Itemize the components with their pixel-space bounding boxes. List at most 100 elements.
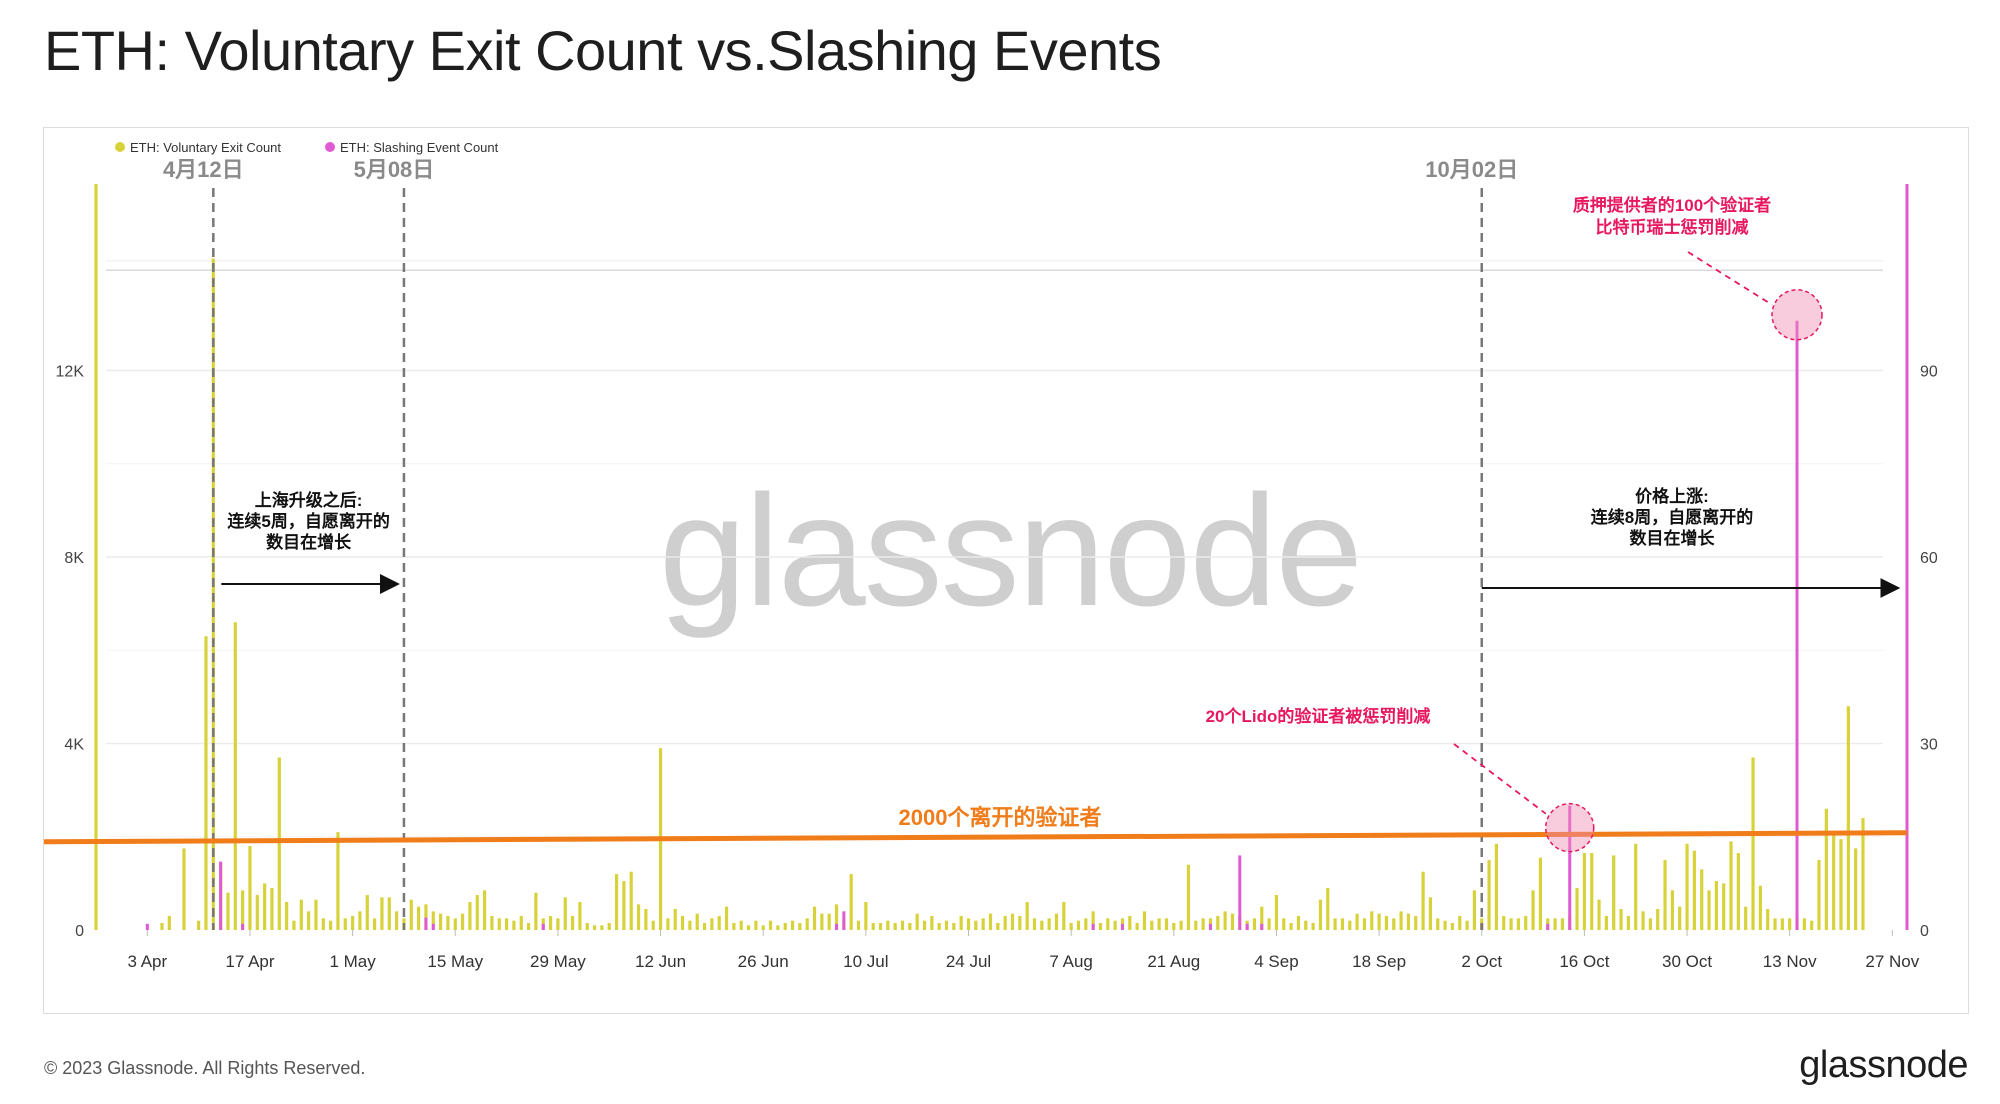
exit-bar bbox=[1436, 918, 1440, 930]
exit-bar bbox=[871, 923, 875, 930]
legend-swatch bbox=[325, 142, 335, 152]
slashing-bar bbox=[1260, 923, 1264, 930]
exit-bar bbox=[695, 913, 699, 930]
exit-bar bbox=[285, 902, 289, 930]
exit-bar bbox=[263, 883, 267, 930]
exit-bar bbox=[1003, 916, 1007, 930]
chart-frame bbox=[43, 127, 1969, 1014]
exit-bar bbox=[1736, 853, 1740, 930]
exit-bar bbox=[563, 897, 567, 930]
x-tick-label: 29 May bbox=[530, 952, 586, 971]
exit-bar bbox=[1590, 853, 1594, 930]
exit-bar bbox=[1861, 818, 1865, 930]
exit-bar bbox=[636, 904, 641, 930]
x-tick-label: 4 Sep bbox=[1254, 952, 1298, 971]
exit-bar bbox=[1348, 920, 1352, 930]
exit-bar bbox=[270, 888, 274, 930]
y-right-tick-label: 30 bbox=[1920, 737, 1938, 754]
exit-bar bbox=[1670, 890, 1674, 930]
slashing-bar bbox=[1091, 923, 1095, 930]
exit-bar bbox=[94, 184, 98, 930]
annotation-shanghai-text: 连续5周，自愿离开的 bbox=[227, 511, 389, 531]
exit-bar bbox=[526, 923, 531, 930]
exit-bar bbox=[460, 913, 465, 930]
exit-bar bbox=[1326, 888, 1330, 930]
exit-bar bbox=[1135, 923, 1139, 930]
exit-bar bbox=[849, 874, 853, 930]
slashing-bar bbox=[1795, 320, 1799, 930]
exit-bar bbox=[241, 890, 245, 930]
y-left-tick-label: 0 bbox=[75, 923, 84, 940]
x-tick-label: 17 Apr bbox=[225, 952, 274, 971]
exit-bar bbox=[1201, 918, 1205, 930]
exit-bar bbox=[710, 918, 714, 930]
y-left-tick-label: 12K bbox=[56, 364, 85, 381]
swiss-highlight-circle bbox=[1771, 289, 1823, 341]
exit-bar bbox=[1810, 920, 1814, 930]
x-tick-label: 7 Aug bbox=[1049, 952, 1093, 971]
exit-bar bbox=[1524, 916, 1528, 930]
slashing-bar bbox=[241, 923, 245, 930]
exit-bar bbox=[1575, 888, 1579, 930]
exit-bar bbox=[197, 920, 201, 930]
slashing-bar bbox=[1568, 805, 1572, 930]
slashing-bar bbox=[1208, 923, 1212, 930]
x-tick-label: 16 Oct bbox=[1559, 952, 1609, 971]
exit-bar bbox=[1472, 890, 1477, 930]
slashing-bar bbox=[1546, 923, 1550, 930]
exit-bar bbox=[1091, 911, 1095, 930]
exit-bar bbox=[1025, 902, 1029, 930]
exit-bar bbox=[688, 920, 692, 930]
exit-bar bbox=[768, 920, 773, 930]
exit-bar bbox=[1282, 918, 1286, 930]
exit-bar bbox=[680, 916, 685, 930]
exit-bar bbox=[307, 911, 311, 930]
exit-bar bbox=[812, 906, 817, 930]
exit-bar bbox=[930, 916, 934, 930]
exit-bar bbox=[1751, 757, 1755, 930]
exit-bar bbox=[387, 897, 391, 930]
slashing-bar bbox=[1245, 923, 1249, 930]
page-title: ETH: Voluntary Exit Count vs.Slashing Ev… bbox=[44, 19, 1162, 82]
exit-bar bbox=[1186, 864, 1191, 930]
exit-bar bbox=[600, 925, 604, 930]
glassnode-watermark: glassnode bbox=[659, 463, 1361, 639]
exit-bar bbox=[1370, 911, 1374, 930]
y-axis-left: 0 4K 8K 12K bbox=[56, 364, 85, 941]
exit-bar bbox=[1333, 918, 1337, 930]
exit-bar bbox=[1252, 918, 1257, 930]
exit-bar bbox=[1722, 883, 1726, 930]
exit-bar bbox=[519, 916, 523, 930]
exit-bar bbox=[1260, 906, 1264, 930]
threshold-line bbox=[43, 830, 1908, 845]
exit-bar bbox=[373, 918, 377, 930]
exit-bar bbox=[1663, 860, 1667, 930]
exit-bar bbox=[1502, 916, 1506, 930]
exit-bar bbox=[1414, 916, 1418, 930]
exit-bar bbox=[666, 918, 670, 930]
exit-bar bbox=[1773, 918, 1777, 930]
exit-bar bbox=[834, 904, 839, 930]
lido-leader-line bbox=[1453, 743, 1547, 815]
exit-bar bbox=[622, 881, 626, 930]
y-axis-right: 0 30 60 90 bbox=[1920, 364, 1938, 941]
exit-bar bbox=[1377, 913, 1381, 930]
exit-bar bbox=[754, 920, 758, 930]
exit-bar bbox=[827, 913, 831, 930]
exit-bar bbox=[1509, 918, 1513, 930]
y-left-tick-label: 4K bbox=[64, 737, 84, 754]
x-tick-label: 12 Jun bbox=[635, 952, 686, 971]
exit-bar bbox=[1040, 920, 1044, 930]
exit-bar bbox=[1054, 913, 1059, 930]
y-right-tick-label: 90 bbox=[1920, 364, 1938, 381]
exit-bar bbox=[1443, 920, 1447, 930]
exit-bar bbox=[160, 923, 164, 930]
exit-bar bbox=[468, 902, 472, 930]
exit-bar bbox=[644, 909, 648, 930]
x-tick-label: 27 Nov bbox=[1865, 952, 1919, 971]
exit-bar bbox=[1069, 923, 1073, 930]
exit-bar bbox=[343, 918, 347, 930]
y-right-tick-label: 0 bbox=[1920, 923, 1929, 940]
swiss-annotation-text: 比特币瑞士惩罚削减 bbox=[1596, 217, 1749, 237]
